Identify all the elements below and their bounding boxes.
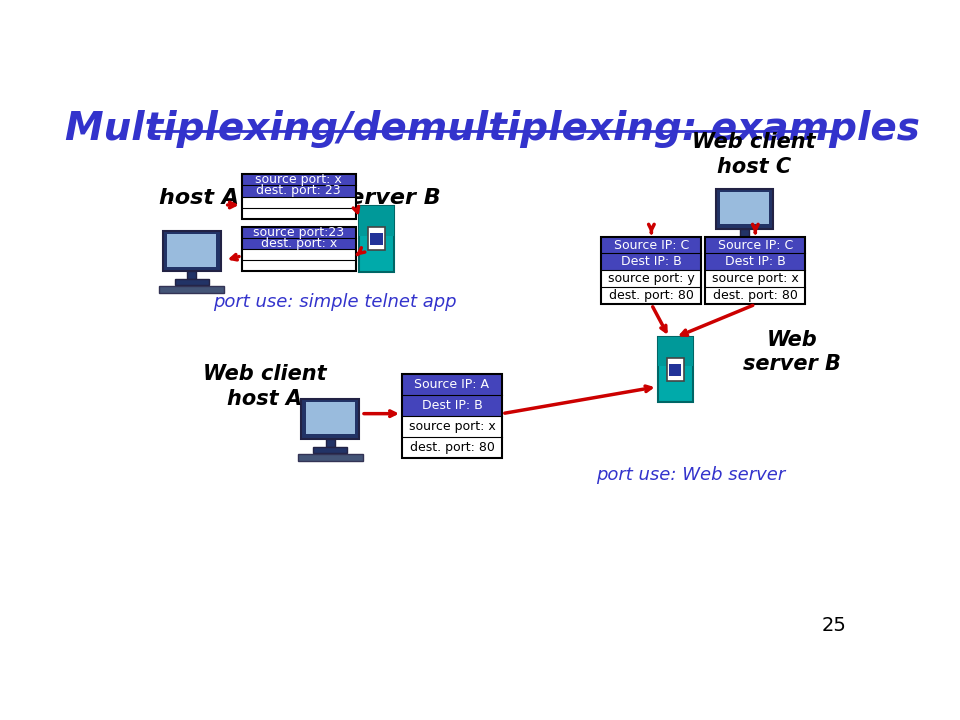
- Bar: [301, 399, 359, 439]
- Text: host A: host A: [159, 188, 239, 208]
- Bar: [187, 271, 196, 279]
- Bar: [667, 359, 684, 382]
- Text: Source IP: A: Source IP: A: [415, 378, 490, 391]
- Bar: [658, 337, 692, 402]
- Bar: [712, 243, 777, 251]
- Text: source port:23: source port:23: [253, 225, 345, 238]
- Text: 25: 25: [822, 616, 846, 634]
- Text: dest. port: 80: dest. port: 80: [410, 441, 494, 454]
- Bar: [242, 174, 356, 197]
- Text: Web
server B: Web server B: [743, 330, 841, 374]
- Text: dest. port: 80: dest. port: 80: [609, 289, 694, 302]
- Text: source port: y: source port: y: [608, 272, 695, 285]
- Text: Multiplexing/demultiplexing: examples: Multiplexing/demultiplexing: examples: [64, 109, 920, 148]
- Bar: [669, 364, 682, 376]
- Bar: [242, 249, 356, 271]
- Bar: [242, 174, 356, 219]
- Bar: [359, 206, 394, 235]
- Bar: [167, 234, 216, 266]
- Bar: [716, 189, 774, 229]
- Bar: [242, 197, 356, 219]
- Bar: [325, 439, 335, 446]
- Bar: [740, 229, 749, 237]
- Bar: [728, 237, 761, 243]
- Text: dest. port: x: dest. port: x: [260, 237, 337, 250]
- Text: Web client
host C: Web client host C: [692, 132, 816, 176]
- Bar: [402, 374, 502, 416]
- Bar: [159, 286, 224, 293]
- Text: Web client
host A: Web client host A: [203, 364, 326, 409]
- Bar: [175, 279, 208, 285]
- Bar: [601, 237, 702, 305]
- Bar: [601, 237, 702, 271]
- Bar: [306, 402, 354, 434]
- Bar: [601, 271, 702, 305]
- Text: Dest IP: B: Dest IP: B: [621, 256, 682, 269]
- Bar: [371, 233, 383, 245]
- Bar: [359, 206, 394, 271]
- Text: port use: Web server: port use: Web server: [596, 467, 785, 485]
- Text: source port: x: source port: x: [712, 272, 799, 285]
- Bar: [720, 192, 769, 224]
- Bar: [706, 237, 805, 305]
- Bar: [402, 374, 502, 457]
- Bar: [368, 228, 385, 251]
- Text: Source IP: C: Source IP: C: [613, 238, 689, 251]
- Text: dest. port: 80: dest. port: 80: [713, 289, 798, 302]
- Text: source port: x: source port: x: [409, 420, 495, 433]
- Bar: [313, 446, 348, 453]
- Bar: [163, 231, 221, 271]
- Bar: [402, 416, 502, 457]
- Bar: [242, 227, 356, 271]
- Text: Dest IP: B: Dest IP: B: [725, 256, 785, 269]
- Text: source port: x: source port: x: [255, 174, 342, 186]
- Text: server B: server B: [336, 188, 441, 208]
- Text: Source IP: C: Source IP: C: [718, 238, 793, 251]
- Bar: [242, 227, 356, 249]
- Text: Dest IP: B: Dest IP: B: [421, 399, 482, 412]
- Bar: [658, 337, 692, 366]
- Bar: [298, 454, 363, 461]
- Text: port use: simple telnet app: port use: simple telnet app: [213, 293, 457, 311]
- Bar: [706, 271, 805, 305]
- Text: dest. port: 23: dest. port: 23: [256, 184, 341, 197]
- Bar: [706, 237, 805, 271]
